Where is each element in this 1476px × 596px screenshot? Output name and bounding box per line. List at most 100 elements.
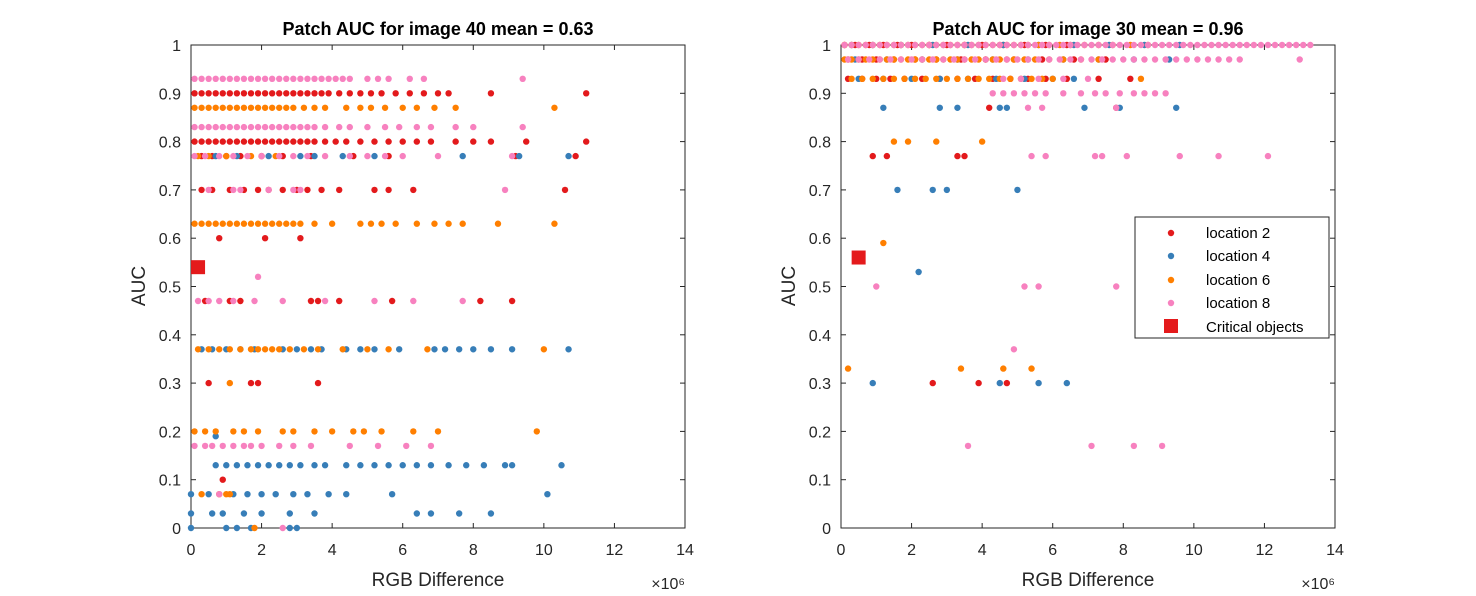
point-location-4: [1003, 104, 1011, 111]
point-location-8: [1010, 90, 1018, 97]
point-location-4: [455, 510, 463, 517]
point-location-4: [297, 152, 304, 160]
point-location-8: [1173, 41, 1180, 49]
point-location-6: [216, 346, 223, 353]
point-location-8: [265, 186, 272, 194]
point-location-8: [276, 152, 283, 160]
point-location-8: [332, 75, 339, 83]
point-location-8: [346, 152, 353, 160]
point-location-8: [219, 75, 226, 83]
point-location-8: [918, 56, 926, 63]
point-location-8: [869, 41, 876, 49]
point-location-8: [205, 123, 212, 131]
point-location-8: [194, 297, 202, 305]
point-location-4: [223, 524, 230, 532]
point-location-6: [276, 346, 283, 353]
point-location-8: [848, 41, 855, 49]
point-location-6: [367, 104, 375, 111]
point-location-8: [261, 75, 269, 83]
point-location-6: [247, 104, 255, 111]
point-location-2: [254, 379, 262, 387]
point-location-6: [459, 220, 466, 227]
y-tick-label: 0.6: [809, 231, 831, 248]
point-location-8: [216, 490, 223, 498]
x-tick-label: 12: [606, 542, 624, 559]
point-location-8: [1098, 152, 1106, 160]
point-location-6: [223, 152, 230, 160]
point-location-2: [240, 90, 248, 97]
point-location-2: [318, 186, 325, 194]
point-location-2: [240, 138, 248, 145]
point-location-4: [293, 524, 301, 532]
point-location-6: [357, 220, 364, 227]
point-location-6: [328, 428, 336, 435]
point-location-4: [1035, 379, 1042, 387]
legend-marker-location-2: [1167, 229, 1175, 237]
point-location-8: [434, 152, 442, 160]
point-location-6: [191, 428, 198, 435]
x-tick-label: 0: [187, 542, 196, 559]
point-location-6: [283, 220, 290, 227]
point-location-8: [1088, 56, 1095, 63]
point-location-4: [894, 186, 901, 194]
point-location-8: [1038, 41, 1046, 49]
point-location-2: [226, 90, 234, 97]
point-location-8: [873, 283, 880, 290]
y-tick-label: 0.5: [809, 280, 831, 297]
point-location-6: [424, 346, 431, 353]
point-location-8: [413, 123, 421, 131]
point-location-8: [1053, 41, 1060, 49]
point-location-8: [1137, 41, 1145, 49]
point-location-8: [1116, 90, 1123, 97]
point-location-4: [880, 104, 887, 111]
point-location-8: [1035, 75, 1042, 83]
point-location-2: [276, 90, 283, 97]
point-location-4: [311, 152, 318, 160]
point-location-8: [201, 442, 209, 450]
point-location-8: [230, 442, 237, 450]
point-location-2: [290, 138, 297, 145]
y-tick-label: 0.1: [809, 473, 831, 490]
point-location-6: [268, 346, 276, 353]
point-location-4: [265, 152, 272, 160]
point-location-8: [1067, 41, 1074, 49]
point-location-6: [890, 138, 898, 145]
point-location-8: [307, 442, 315, 450]
point-location-2: [1003, 379, 1011, 387]
point-location-8: [501, 186, 509, 194]
point-location-8: [420, 75, 428, 83]
point-location-6: [986, 75, 993, 83]
point-location-4: [487, 346, 495, 353]
point-location-6: [276, 104, 283, 111]
point-location-8: [198, 123, 205, 131]
point-location-4: [212, 462, 219, 469]
point-location-2: [290, 90, 297, 97]
point-location-6: [350, 428, 357, 435]
point-location-6: [343, 104, 350, 111]
point-location-8: [459, 297, 466, 305]
point-location-6: [198, 220, 205, 227]
point-location-8: [1158, 442, 1166, 450]
y-tick-label: 0.9: [159, 86, 181, 103]
point-location-8: [226, 123, 234, 131]
point-location-6: [434, 428, 442, 435]
point-location-6: [261, 104, 269, 111]
legend-marker-location-4: [1167, 252, 1175, 260]
point-location-8: [297, 123, 304, 131]
point-location-8: [321, 123, 329, 131]
point-location-2: [583, 138, 590, 145]
point-location-6: [848, 75, 855, 83]
point-location-6: [431, 104, 438, 111]
point-location-8: [989, 90, 996, 97]
point-location-2: [216, 235, 223, 242]
point-location-2: [975, 379, 982, 387]
point-location-6: [858, 75, 866, 83]
point-location-6: [240, 428, 248, 435]
point-location-6: [452, 104, 459, 111]
point-location-8: [1014, 56, 1021, 63]
point-location-2: [336, 297, 343, 305]
point-location-6: [286, 346, 293, 353]
point-location-6: [240, 220, 248, 227]
point-location-4: [470, 346, 477, 353]
point-location-6: [194, 346, 202, 353]
